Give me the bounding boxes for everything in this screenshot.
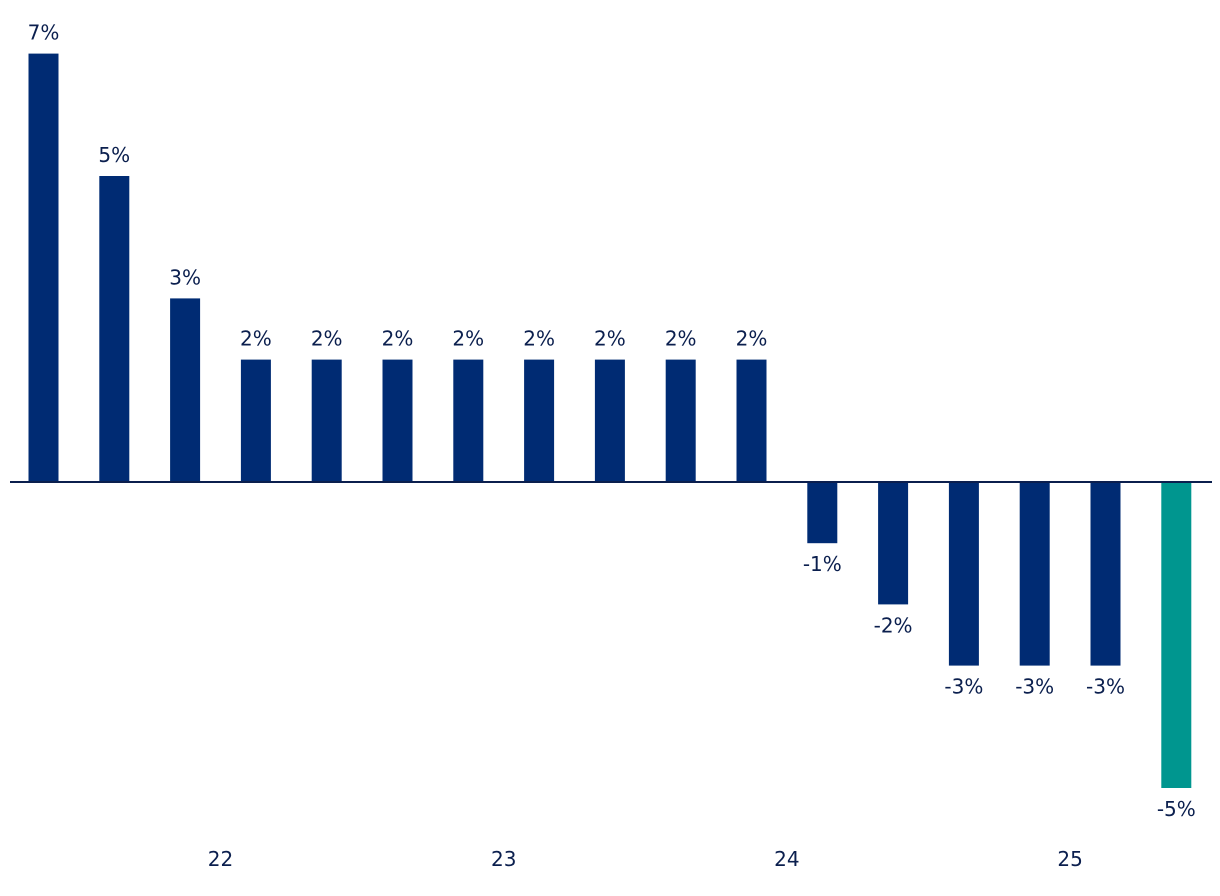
data-label-1: 7%: [28, 21, 60, 45]
bar-1: [28, 53, 59, 482]
data-label-11: 2%: [736, 327, 768, 351]
bars-layer: [28, 53, 1192, 788]
data-label-8: 2%: [523, 327, 555, 351]
data-label-15: -3%: [1015, 675, 1054, 699]
bar-12: [807, 482, 838, 544]
bar-3: [170, 298, 201, 482]
data-label-17: -5%: [1157, 797, 1196, 821]
data-label-12: -1%: [803, 552, 842, 576]
data-label-16: -3%: [1086, 675, 1125, 699]
x-tick-label-24: 24: [774, 847, 799, 871]
data-labels-layer: 7% 5% 3% 2% 2% 2% 2% 2% 2% 2% 2% -1% -2% -3% -3% -3% -5%: [28, 21, 1196, 821]
bar-8: [524, 359, 555, 482]
data-label-6: 2%: [382, 327, 414, 351]
bar-10: [665, 359, 696, 482]
data-label-13: -2%: [874, 613, 913, 637]
x-tick-label-23: 23: [491, 847, 516, 871]
data-label-7: 2%: [452, 327, 484, 351]
bar-17: [1161, 482, 1192, 788]
data-label-2: 5%: [98, 143, 130, 167]
bar-7: [453, 359, 484, 482]
bar-13: [878, 482, 909, 605]
bar-16: [1090, 482, 1121, 666]
x-tick-label-22: 22: [208, 847, 233, 871]
bar-14: [948, 482, 979, 666]
bar-6: [382, 359, 413, 482]
data-label-9: 2%: [594, 327, 626, 351]
bar-2: [99, 176, 130, 482]
bar-5: [311, 359, 342, 482]
data-label-4: 2%: [240, 327, 272, 351]
data-label-14: -3%: [944, 675, 983, 699]
data-label-3: 3%: [169, 265, 201, 289]
bar-9: [594, 359, 625, 482]
x-tick-label-25: 25: [1057, 847, 1082, 871]
x-axis-ticks-layer: 22 23 24 25: [208, 847, 1083, 871]
bar-11: [736, 359, 767, 482]
data-label-10: 2%: [665, 327, 697, 351]
bar-4: [240, 359, 271, 482]
bar-15: [1019, 482, 1050, 666]
data-label-5: 2%: [311, 327, 343, 351]
